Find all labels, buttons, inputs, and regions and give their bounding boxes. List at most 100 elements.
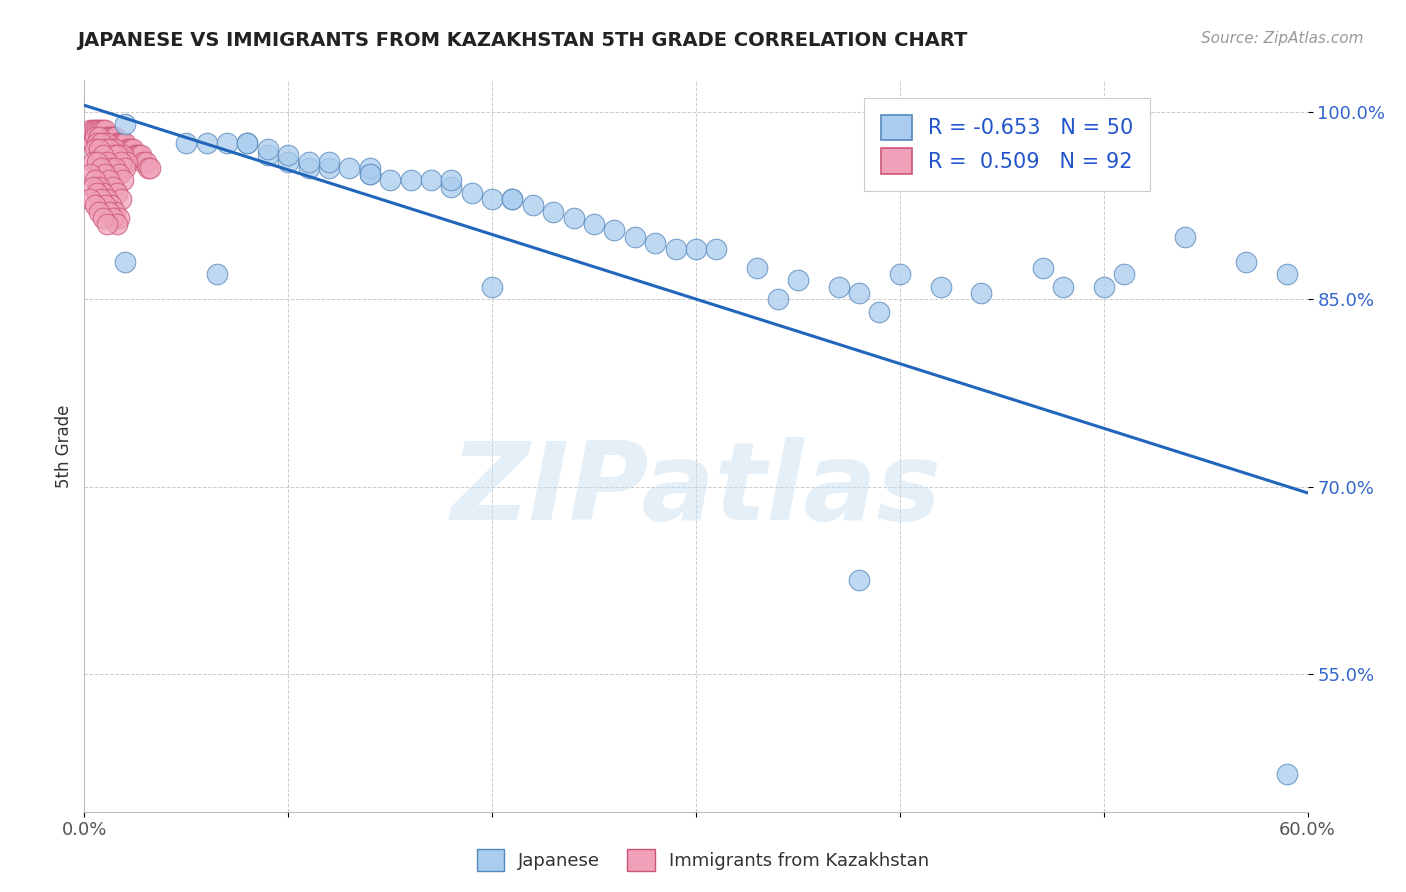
Point: [298, 161, 321, 175]
Point: [101, 129, 124, 144]
Point: [205, 267, 228, 281]
Point: [86, 136, 108, 150]
Point: [522, 198, 544, 212]
Point: [766, 292, 789, 306]
Point: [90, 192, 112, 206]
Point: [100, 161, 122, 175]
Point: [86, 123, 108, 137]
Point: [122, 142, 145, 156]
Point: [100, 129, 122, 144]
Point: [257, 148, 280, 162]
Point: [114, 154, 136, 169]
Point: [97, 204, 120, 219]
Point: [79, 167, 101, 181]
Point: [82, 154, 104, 169]
Point: [101, 211, 124, 225]
Point: [87, 129, 110, 144]
Point: [104, 204, 127, 219]
Point: [112, 173, 135, 187]
Point: [110, 136, 132, 150]
Point: [97, 142, 120, 156]
Point: [105, 136, 128, 150]
Point: [97, 129, 120, 144]
Point: [318, 161, 340, 175]
Point: [118, 142, 141, 156]
Point: [236, 136, 259, 150]
Point: [90, 136, 112, 150]
Point: [1277, 267, 1299, 281]
Point: [91, 211, 114, 225]
Point: [114, 117, 136, 131]
Point: [97, 173, 120, 187]
Point: [1174, 229, 1197, 244]
Point: [83, 173, 105, 187]
Point: [91, 136, 114, 150]
Legend: R = -0.653   N = 50, R =  0.509   N = 92: R = -0.653 N = 50, R = 0.509 N = 92: [863, 98, 1150, 191]
Point: [461, 186, 484, 200]
Point: [91, 186, 114, 200]
Point: [195, 136, 218, 150]
Point: [848, 574, 870, 588]
Point: [115, 142, 138, 156]
Point: [82, 179, 104, 194]
Point: [79, 123, 101, 137]
Point: [132, 154, 155, 169]
Point: [91, 148, 114, 162]
Point: [128, 148, 150, 162]
Point: [96, 154, 118, 169]
Point: [970, 285, 993, 300]
Point: [105, 148, 128, 162]
Point: [1092, 279, 1115, 293]
Point: [131, 148, 153, 162]
Point: [83, 198, 105, 212]
Point: [481, 279, 503, 293]
Point: [420, 173, 443, 187]
Point: [93, 123, 115, 137]
Point: [108, 136, 131, 150]
Point: [83, 142, 105, 156]
Point: [110, 154, 132, 169]
Point: [101, 148, 124, 162]
Point: [110, 192, 132, 206]
Point: [104, 142, 127, 156]
Point: [138, 161, 160, 175]
Point: [706, 242, 728, 256]
Point: [440, 179, 463, 194]
Point: [1236, 254, 1258, 268]
Point: [1277, 767, 1299, 781]
Point: [603, 223, 626, 237]
Point: [86, 154, 108, 169]
Point: [110, 154, 132, 169]
Point: [277, 154, 299, 169]
Point: [135, 154, 157, 169]
Point: [105, 148, 128, 162]
Point: [93, 142, 115, 156]
Point: [665, 242, 688, 256]
Point: [120, 142, 142, 156]
Point: [79, 192, 101, 206]
Point: [104, 161, 127, 175]
Point: [124, 148, 146, 162]
Point: [108, 148, 131, 162]
Point: [87, 142, 110, 156]
Point: [543, 204, 565, 219]
Point: [114, 161, 136, 175]
Point: [869, 304, 891, 318]
Point: [747, 260, 769, 275]
Text: JAPANESE VS IMMIGRANTS FROM KAZAKHSTAN 5TH GRADE CORRELATION CHART: JAPANESE VS IMMIGRANTS FROM KAZAKHSTAN 5…: [77, 31, 967, 50]
Point: [1032, 260, 1054, 275]
Point: [83, 129, 105, 144]
Point: [624, 229, 647, 244]
Text: Source: ZipAtlas.com: Source: ZipAtlas.com: [1201, 31, 1364, 46]
Point: [108, 167, 131, 181]
Point: [101, 179, 124, 194]
Point: [440, 173, 463, 187]
Point: [115, 154, 138, 169]
Point: [87, 123, 110, 137]
Point: [359, 167, 381, 181]
Point: [86, 136, 108, 150]
Point: [105, 217, 128, 231]
Point: [114, 254, 136, 268]
Point: [91, 123, 114, 137]
Point: [929, 279, 952, 293]
